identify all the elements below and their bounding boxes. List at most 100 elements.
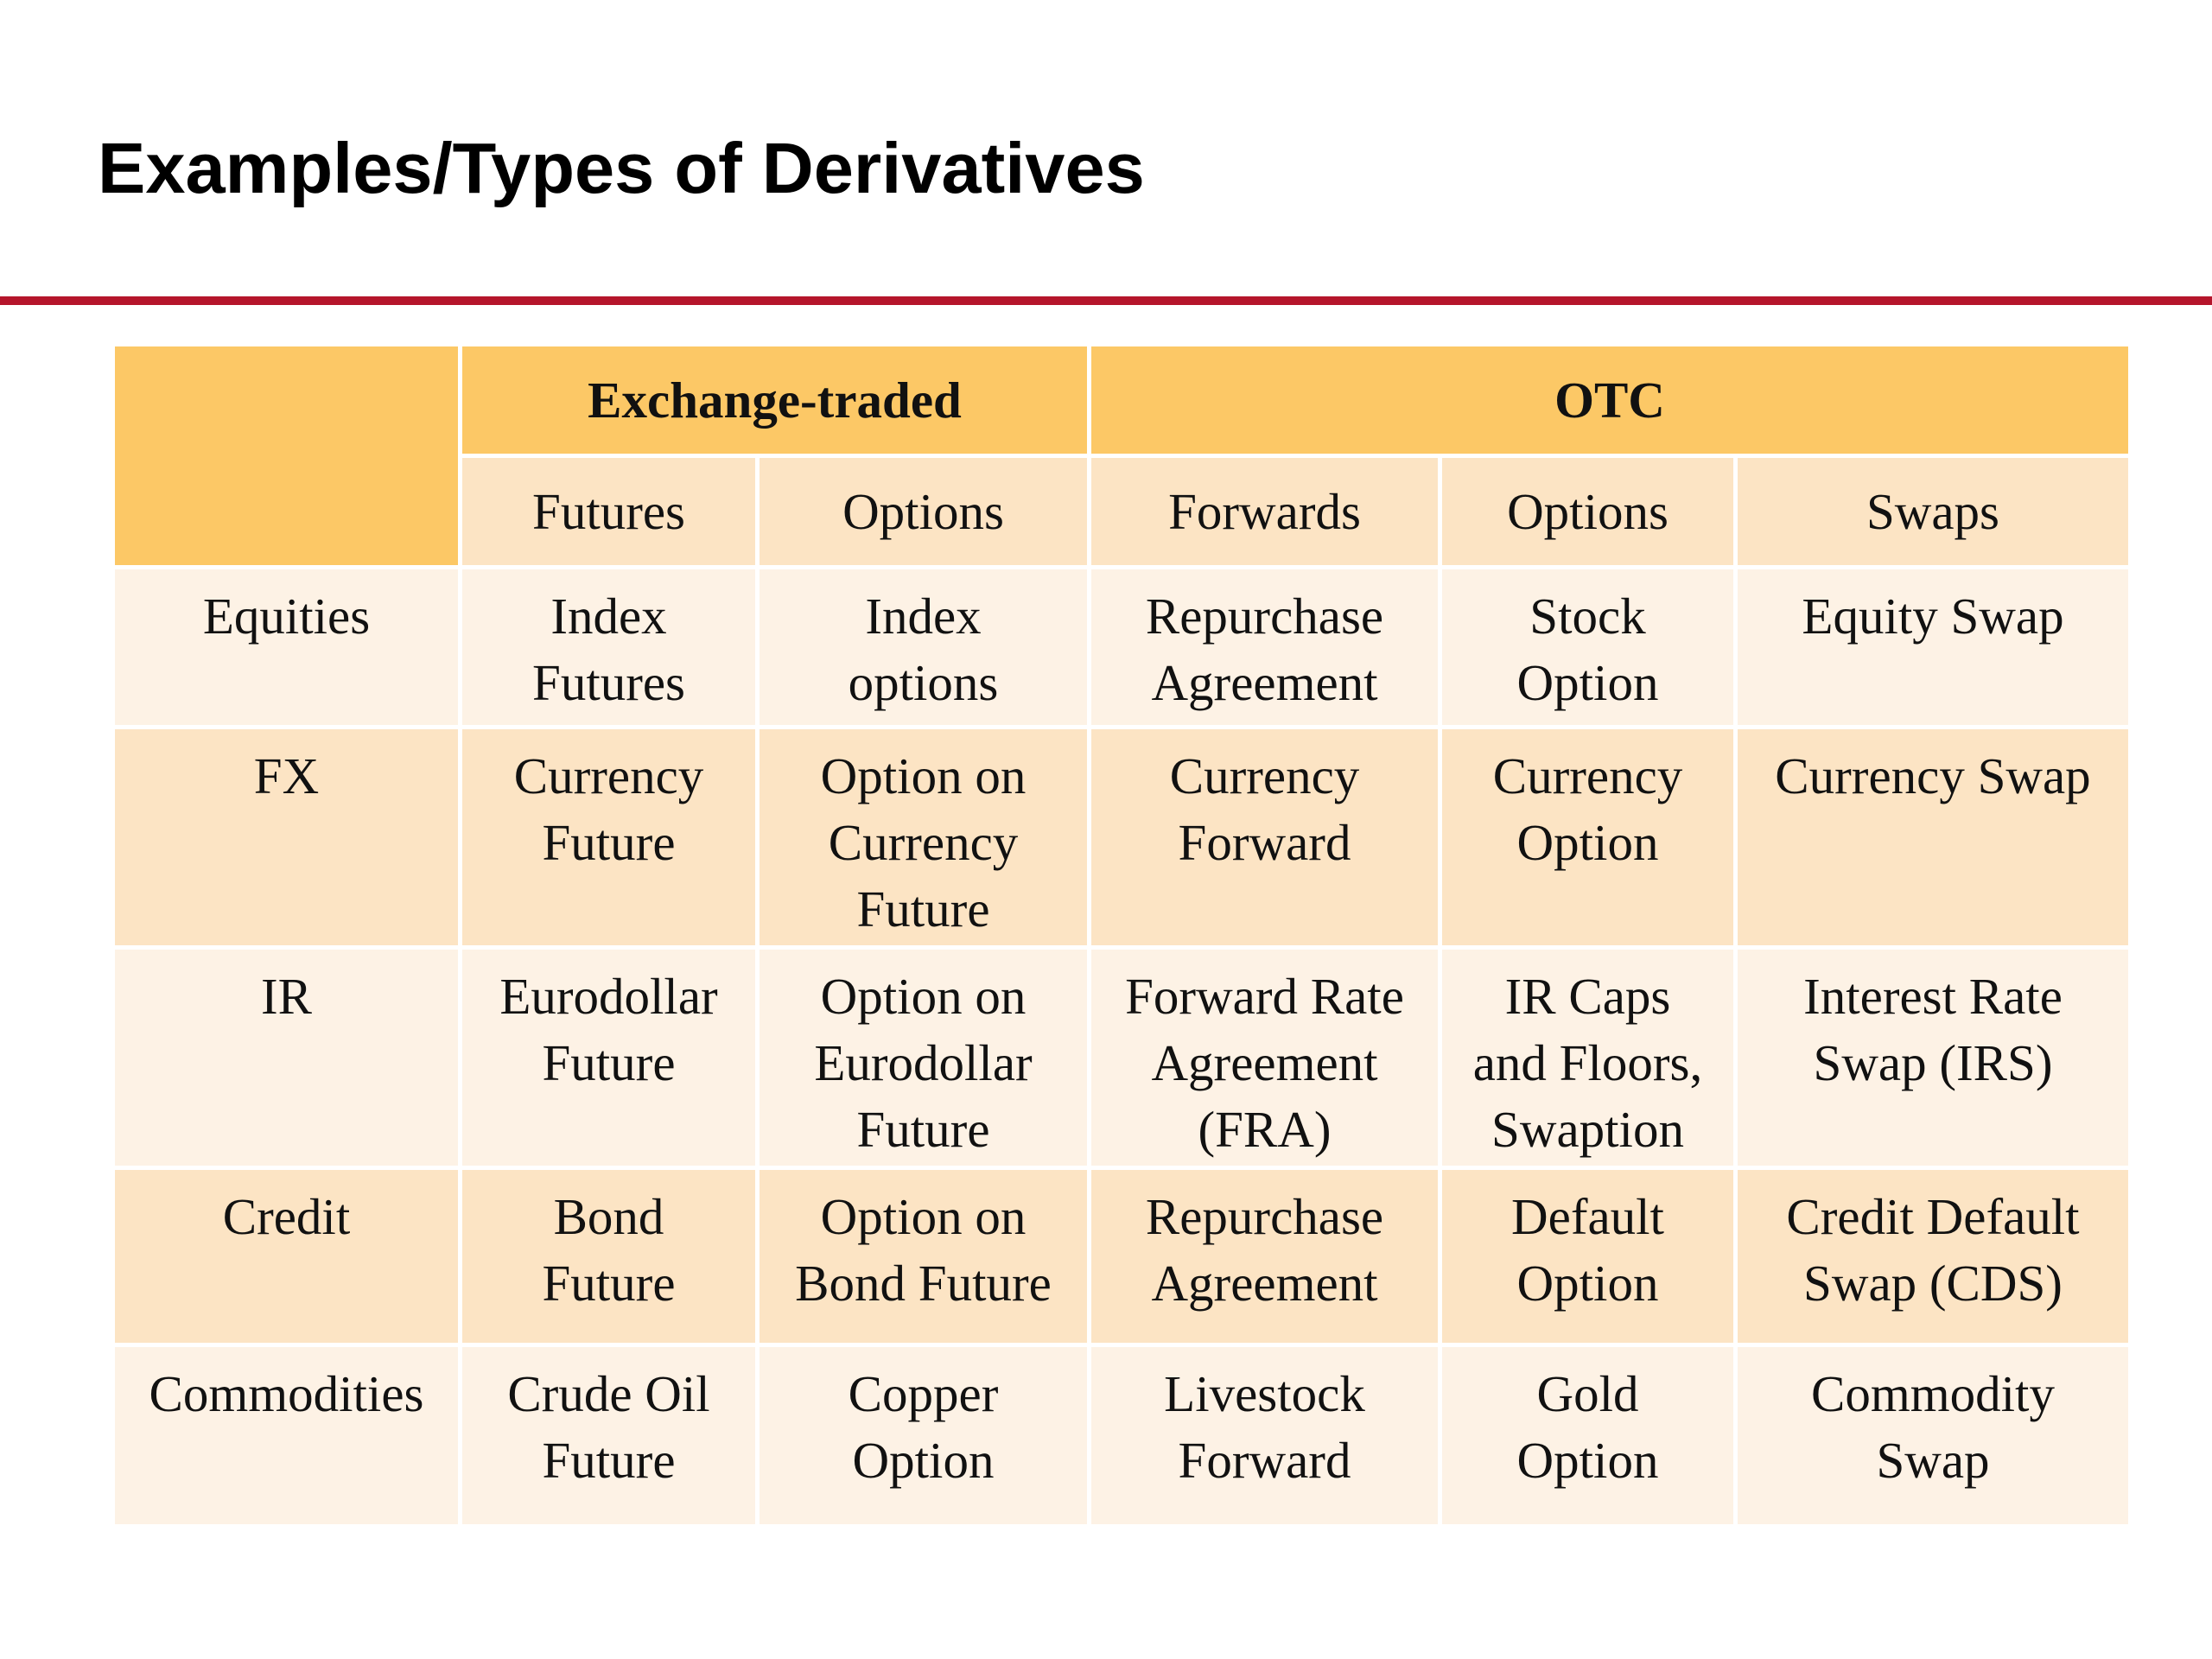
- cell-line: Copper: [848, 1365, 999, 1422]
- table-cell: Stock Option: [1438, 565, 1738, 729]
- cell-line: Option: [852, 1432, 995, 1489]
- row-header: IR: [111, 945, 462, 1170]
- cell-line: Swap: [1876, 1432, 1990, 1489]
- cell-line: Swap (IRS): [1813, 1034, 2053, 1091]
- cell-line: Interest Rate: [1803, 968, 2063, 1025]
- cell-line: Agreement: [1151, 654, 1378, 711]
- table-cell: Equity Swap: [1733, 565, 2133, 729]
- table-cell: Currency Option: [1438, 725, 1738, 950]
- table-cell: Bond Future: [458, 1166, 760, 1347]
- cell-line: Currency: [1169, 747, 1360, 804]
- row-header: Equities: [111, 565, 462, 729]
- column-header-options: Options: [755, 454, 1091, 569]
- table-cell: Option on Eurodollar Future: [755, 945, 1091, 1170]
- cell-line: Bond Future: [795, 1255, 1052, 1312]
- table-cell: Livestock Forward: [1087, 1343, 1442, 1529]
- column-header-futures: Futures: [458, 454, 760, 569]
- cell-line: Repurchase: [1145, 1188, 1384, 1245]
- cell-line: Gold: [1536, 1365, 1639, 1422]
- cell-line: Option: [1516, 654, 1659, 711]
- cell-line: Currency: [513, 747, 704, 804]
- table-cell: Currency Future: [458, 725, 760, 950]
- cell-line: Future: [542, 1432, 676, 1489]
- cell-line: Repurchase: [1145, 588, 1384, 645]
- group-header-otc: OTC: [1087, 342, 2133, 458]
- cell-line: Forward Rate: [1125, 968, 1404, 1025]
- cell-line: Currency: [1492, 747, 1683, 804]
- corner-cell: [111, 342, 462, 569]
- table-cell: Currency Swap: [1733, 725, 2133, 950]
- cell-line: Option: [1516, 814, 1659, 871]
- cell-line: Forward: [1178, 814, 1351, 871]
- cell-line: Agreement: [1151, 1034, 1378, 1091]
- table-cell: Crude Oil Future: [458, 1343, 760, 1529]
- cell-line: and Floors,: [1472, 1034, 1703, 1091]
- cell-line: Future: [856, 880, 990, 938]
- table-cell: Repurchase Agreement: [1087, 565, 1442, 729]
- table-cell: Gold Option: [1438, 1343, 1738, 1529]
- derivatives-table: Exchange-traded OTC Futures Options Forw…: [111, 342, 2133, 1529]
- table-cell: Option on Bond Future: [755, 1166, 1091, 1347]
- cell-line: Index: [550, 588, 667, 645]
- cell-line: Currency Swap: [1775, 747, 2091, 804]
- cell-line: Future: [542, 1255, 676, 1312]
- table-cell: Forward Rate Agreement (FRA): [1087, 945, 1442, 1170]
- cell-line: Future: [542, 814, 676, 871]
- table-cell: Commodity Swap: [1733, 1343, 2133, 1529]
- cell-line: Credit Default: [1786, 1188, 2080, 1245]
- cell-line: Commodity: [1811, 1365, 2055, 1422]
- table-cell: Option on Currency Future: [755, 725, 1091, 950]
- cell-line: Option on: [820, 747, 1027, 804]
- cell-line: Future: [542, 1034, 676, 1091]
- title-rule: [0, 296, 2212, 305]
- table-row: FX Currency Future Option on Currency Future C…: [111, 725, 2133, 950]
- column-header-row: Futures Options Forwards Options Swaps: [113, 454, 2133, 569]
- table-cell: Eurodollar Future: [458, 945, 760, 1170]
- table-cell: Default Option: [1438, 1166, 1738, 1347]
- cell-line: Eurodollar: [499, 968, 718, 1025]
- cell-line: (FRA): [1198, 1101, 1332, 1158]
- group-header-row: Exchange-traded OTC: [111, 342, 2133, 569]
- cell-line: Option on: [820, 1188, 1027, 1245]
- cell-line: Bond: [553, 1188, 664, 1245]
- table-cell: Copper Option: [755, 1343, 1091, 1529]
- slide-title: Examples/Types of Derivatives: [98, 128, 1145, 208]
- table-cell: IR Caps and Floors, Swaption: [1438, 945, 1738, 1170]
- table-row: Commodities Crude Oil Future Copper Option Li…: [111, 1343, 2133, 1529]
- cell-line: Currency: [828, 814, 1019, 871]
- cell-line: Swap (CDS): [1803, 1255, 2063, 1312]
- cell-line: Index: [865, 588, 982, 645]
- cell-line: Option on: [820, 968, 1027, 1025]
- cell-line: Swaption: [1491, 1101, 1684, 1158]
- table-row: Equities Index Futures Index options Repurcha…: [111, 565, 2133, 729]
- table-cell: Currency Forward: [1087, 725, 1442, 950]
- cell-line: Eurodollar: [814, 1034, 1033, 1091]
- table-cell: Credit Default Swap (CDS): [1733, 1166, 2133, 1347]
- cell-line: Equity Swap: [1802, 588, 2064, 645]
- cell-line: Option: [1516, 1255, 1659, 1312]
- cell-line: Stock: [1529, 588, 1646, 645]
- cell-line: Option: [1516, 1432, 1659, 1489]
- table-row: IR Eurodollar Future Option on Eurodollar Fut…: [111, 945, 2133, 1170]
- row-header: FX: [111, 725, 462, 950]
- cell-line: Agreement: [1151, 1255, 1378, 1312]
- table-cell: Index options: [755, 565, 1091, 729]
- row-header: Credit: [111, 1166, 462, 1347]
- table-cell: Interest Rate Swap (IRS): [1733, 945, 2133, 1170]
- cell-line: IR Caps: [1504, 968, 1671, 1025]
- cell-line: Futures: [532, 654, 685, 711]
- cell-line: Forward: [1178, 1432, 1351, 1489]
- column-header-forwards: Forwards: [1087, 454, 1442, 569]
- cell-line: Future: [856, 1101, 990, 1158]
- cell-line: Livestock: [1164, 1365, 1365, 1422]
- table-row: Credit Bond Future Option on Bond Future Repu…: [111, 1166, 2133, 1347]
- table-cell: Repurchase Agreement: [1087, 1166, 1442, 1347]
- cell-line: Crude Oil: [507, 1365, 710, 1422]
- cell-line: options: [848, 654, 999, 711]
- group-header-exchange-traded: Exchange-traded: [458, 342, 1091, 458]
- row-header: Commodities: [111, 1343, 462, 1529]
- column-header-swaps: Swaps: [1733, 454, 2133, 569]
- table-cell: Index Futures: [458, 565, 760, 729]
- cell-line: Default: [1511, 1188, 1664, 1245]
